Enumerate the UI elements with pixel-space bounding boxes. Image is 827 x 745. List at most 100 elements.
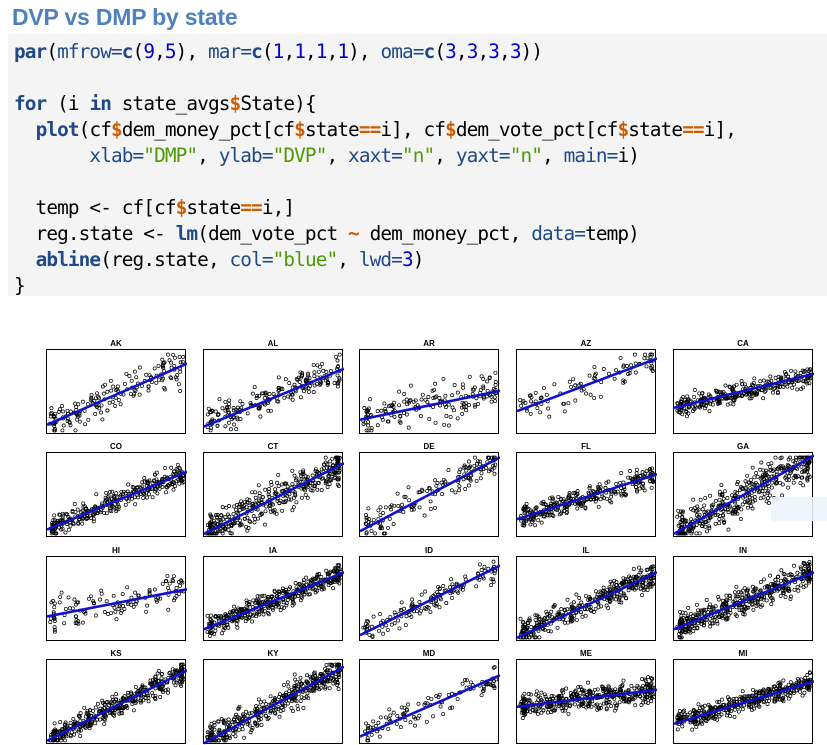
data-point: [534, 391, 537, 394]
code-token: i], cf: [380, 118, 445, 141]
code-token: ylab=: [219, 144, 273, 167]
data-point: [714, 499, 717, 502]
data-point: [372, 720, 375, 723]
data-point: [87, 418, 90, 421]
data-point: [106, 390, 109, 393]
data-point: [111, 490, 114, 493]
data-point: [752, 608, 755, 611]
data-point: [214, 410, 217, 413]
code-token: (dem_vote_pct: [197, 222, 348, 245]
data-point: [67, 528, 70, 531]
data-point: [444, 394, 447, 397]
data-point: [756, 475, 759, 478]
data-point: [420, 398, 423, 401]
data-point: [723, 490, 726, 493]
data-point: [388, 517, 391, 520]
data-point: [548, 415, 551, 418]
data-point: [386, 628, 389, 631]
data-point: [404, 624, 407, 627]
data-point: [64, 607, 67, 610]
data-point: [292, 506, 295, 509]
code-line: xlab="DMP", ylab="DVP", xaxt="n", yaxt="…: [14, 144, 639, 167]
data-point: [106, 409, 109, 412]
data-point: [725, 594, 728, 597]
data-point: [388, 708, 391, 711]
data-point: [398, 390, 401, 393]
data-point: [625, 364, 628, 367]
data-point: [383, 402, 386, 405]
data-point: [456, 698, 459, 701]
scatter-panel: [46, 556, 186, 641]
data-point: [328, 482, 331, 485]
data-point: [160, 677, 163, 680]
data-point: [784, 595, 787, 598]
code-token: ,: [326, 144, 348, 167]
data-point: [81, 522, 84, 525]
code-token: $: [176, 196, 187, 219]
code-token: 3: [445, 40, 456, 63]
data-point: [84, 423, 87, 426]
plot-title: MD: [359, 649, 499, 658]
data-point: [704, 496, 707, 499]
data-point: [103, 610, 106, 613]
data-point: [283, 396, 286, 399]
data-point: [450, 596, 453, 599]
code-token: }: [14, 274, 25, 297]
data-point: [434, 479, 437, 482]
data-point: [227, 718, 230, 721]
regression-line: [674, 456, 814, 534]
data-point: [374, 532, 377, 535]
data-point: [257, 698, 260, 701]
data-point: [103, 722, 106, 725]
data-point: [396, 492, 399, 495]
data-point: [698, 532, 701, 535]
code-token: "DMP": [143, 144, 197, 167]
data-point: [178, 482, 181, 485]
code-token: mar=: [208, 40, 251, 63]
code-token: "n": [402, 144, 434, 167]
data-point: [447, 403, 450, 406]
data-point: [229, 428, 232, 431]
code-token: data=: [531, 222, 585, 245]
data-point: [465, 469, 468, 472]
data-point: [751, 585, 754, 588]
data-point: [746, 474, 749, 477]
data-point: [99, 598, 102, 601]
data-point: [599, 395, 602, 398]
data-point: [468, 375, 471, 378]
data-point: [740, 379, 743, 382]
data-point: [480, 472, 483, 475]
scatter-panel: [203, 452, 343, 537]
code-token: c: [424, 40, 435, 63]
data-point: [708, 410, 711, 413]
data-point: [650, 486, 653, 489]
data-point: [61, 410, 64, 413]
data-point: [164, 491, 167, 494]
data-point: [168, 582, 171, 585]
data-point: [692, 498, 695, 501]
data-point: [726, 496, 729, 499]
data-point: [759, 380, 762, 383]
data-point: [738, 489, 741, 492]
regression-line: [674, 374, 814, 408]
code-token: state_avgs: [111, 92, 230, 115]
regression-line: [360, 566, 500, 636]
scatter-panel: [359, 659, 499, 744]
data-point: [791, 386, 794, 389]
data-point: [739, 517, 742, 520]
data-point: [753, 377, 756, 380]
data-point: [286, 702, 289, 705]
data-point: [714, 522, 717, 525]
data-point: [687, 606, 690, 609]
data-point: [640, 594, 643, 597]
data-point: [379, 506, 382, 509]
data-point: [753, 476, 756, 479]
data-point: [277, 473, 280, 476]
data-point: [492, 560, 495, 563]
code-token: ,: [305, 40, 316, 63]
data-point: [771, 481, 774, 484]
data-point: [295, 501, 298, 504]
data-point: [291, 509, 294, 512]
data-point: [256, 595, 259, 598]
data-point: [209, 614, 212, 617]
